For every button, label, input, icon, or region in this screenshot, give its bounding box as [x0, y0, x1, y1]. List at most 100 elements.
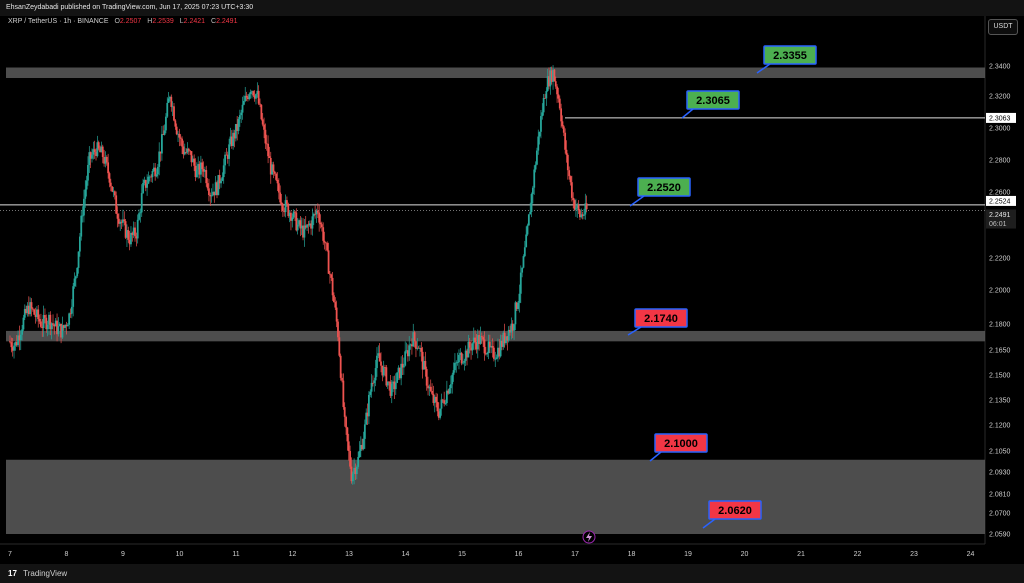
candle-body [350, 466, 353, 482]
currency-button[interactable]: USDT [988, 19, 1018, 35]
candle-body [363, 424, 366, 439]
candle-body [425, 369, 428, 386]
candle-body [476, 335, 479, 350]
y-tick-label: 2.1200 [989, 423, 1011, 430]
candle-body [577, 204, 580, 211]
y-tick-label: 2.1350 [989, 398, 1011, 405]
candle-body [185, 151, 187, 153]
annotation-text: 2.0620 [718, 505, 752, 517]
candle-body [447, 390, 450, 394]
candle-body [581, 214, 584, 216]
candle-body [87, 165, 89, 181]
support-zone[interactable] [6, 459, 985, 534]
x-tick-label: 16 [515, 551, 523, 558]
candle-body [503, 332, 506, 344]
candle-body [41, 326, 44, 328]
annotation-level-2.1000[interactable]: 2.1000 [649, 433, 708, 462]
candle-body [242, 101, 245, 105]
candle-body [236, 124, 239, 131]
y-tick-label: 2.1800 [989, 322, 1011, 329]
annotation-level-2.3065[interactable]: 2.3065 [681, 90, 740, 119]
candle-body [302, 225, 304, 238]
candle-body [271, 164, 274, 175]
resistance-zone[interactable] [6, 67, 985, 79]
annotation-box [686, 90, 740, 110]
candle-body [52, 323, 54, 325]
plot-area[interactable] [0, 16, 985, 544]
candle-body [459, 352, 462, 355]
candle-body [128, 239, 131, 245]
lightning-icon[interactable] [582, 530, 596, 544]
candle-body [560, 108, 563, 122]
candle-body [101, 146, 104, 157]
candle-body [290, 212, 292, 221]
annotation-box [654, 433, 708, 453]
candle-body [397, 367, 400, 373]
candle-body [542, 97, 545, 113]
candle-body [456, 362, 459, 363]
candle-body [585, 203, 588, 210]
callout-arrow [756, 63, 771, 74]
candle-body [365, 412, 368, 425]
candle-body [21, 329, 23, 335]
candle-body [573, 200, 576, 210]
candle-body [240, 112, 243, 116]
annotation-text: 2.3355 [773, 50, 807, 62]
candle-body [372, 382, 374, 384]
candle-body [540, 116, 542, 132]
candle-body [248, 94, 251, 100]
candle-body [85, 180, 88, 190]
candle-body [491, 346, 494, 348]
candle-body [230, 136, 233, 146]
annotation-level-2.0620[interactable]: 2.0620 [702, 500, 762, 529]
annotation-level-2.1740[interactable]: 2.1740 [627, 308, 688, 336]
candle-body [272, 164, 275, 172]
candle-body [234, 124, 237, 139]
candle-body [190, 151, 193, 163]
candle-body [275, 173, 278, 180]
candle-body [552, 69, 554, 82]
candle-body [26, 305, 29, 314]
y-tick-label: 2.2000 [989, 288, 1011, 295]
candle-body [307, 224, 310, 226]
candle-body [319, 222, 322, 225]
annotation-level-2.3355[interactable]: 2.3355 [756, 45, 817, 74]
candle-body [56, 320, 58, 335]
candle-body [124, 221, 127, 238]
candle-body [402, 365, 405, 368]
candle-body [558, 98, 561, 109]
candle-body [377, 353, 380, 356]
candle-body [472, 337, 475, 344]
candle-body [216, 182, 218, 196]
candle-body [479, 336, 482, 344]
candle-body [225, 154, 228, 156]
candle-body [45, 317, 48, 330]
x-tick-label: 9 [121, 551, 125, 558]
candle-body [490, 346, 493, 348]
candle-body [533, 169, 536, 188]
candle-body [575, 207, 577, 210]
y-tick-label: 2.0810 [989, 492, 1011, 499]
price-chart[interactable]: 2.34002.32002.30002.28002.26002.24002.22… [0, 0, 1024, 564]
candle-body [445, 390, 448, 404]
candle-body [514, 302, 517, 325]
callout-arrow [629, 195, 645, 207]
candle-body [162, 134, 165, 135]
candle-body [284, 200, 287, 213]
footer-brand[interactable]: TradingView [23, 569, 68, 578]
candle-body [194, 165, 197, 178]
x-tick-label: 8 [65, 551, 69, 558]
candle-body [151, 171, 154, 178]
candle-body [568, 170, 571, 177]
candle-body [108, 173, 111, 183]
candle-body [421, 351, 424, 370]
candle-body [521, 267, 524, 273]
annotation-level-2.2520[interactable]: 2.2520 [629, 177, 691, 207]
x-tick-label: 7 [8, 551, 12, 558]
x-tick-label: 10 [176, 551, 184, 558]
tradingview-logo-icon[interactable]: 17 [8, 569, 17, 578]
candle-body [538, 131, 541, 137]
mid-zone[interactable] [6, 330, 985, 342]
candle-body [388, 381, 390, 383]
candle-body [105, 156, 108, 163]
